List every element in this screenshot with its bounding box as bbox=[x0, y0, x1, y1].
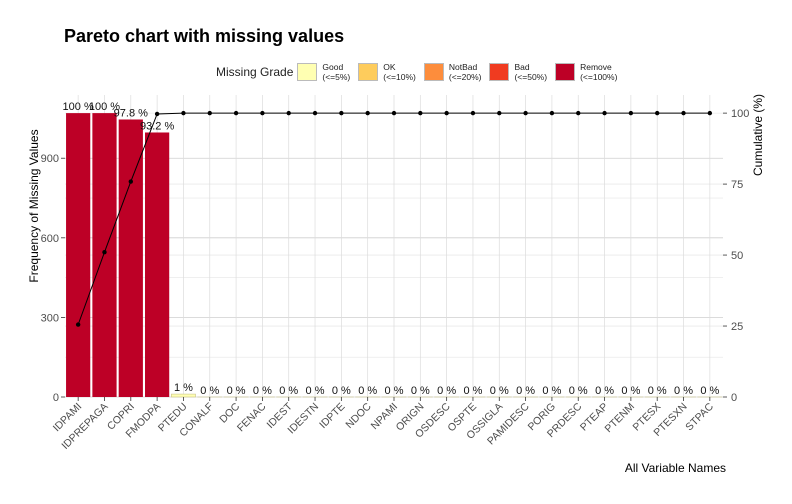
cumulative-point-ptedu bbox=[181, 110, 186, 116]
legend-swatch-notbad bbox=[423, 63, 444, 81]
legend-item-bad: Bad (<=50%) bbox=[489, 62, 547, 82]
legend-swatch-ok bbox=[358, 63, 379, 81]
x-tick-label-ptenm: PTENM bbox=[603, 401, 637, 435]
percent-label-ptenm: 0 % bbox=[621, 385, 640, 397]
percent-label-idpte: 0 % bbox=[332, 385, 351, 397]
cumulative-point-copri bbox=[128, 179, 133, 184]
legend-label-notbad: NotBad bbox=[448, 62, 478, 72]
cumulative-point-idprepaga bbox=[102, 250, 107, 255]
legend-label-bad: Bad bbox=[514, 62, 530, 72]
y-right-tick-label: 100 bbox=[731, 108, 749, 120]
y-tick-label: 600 bbox=[41, 233, 59, 245]
cumulative-point-osdesc bbox=[444, 110, 449, 116]
legend-item-ok: OK (<=10%) bbox=[358, 62, 416, 82]
percent-label-ptesxn: 0 % bbox=[674, 385, 693, 397]
y-right-tick-label: 50 bbox=[731, 250, 743, 262]
legend-swatch-bad bbox=[489, 63, 510, 81]
percent-label-pteap: 0 % bbox=[595, 385, 614, 397]
cumulative-point-doc bbox=[233, 110, 239, 116]
cumulative-point-pamidesc bbox=[523, 110, 528, 116]
percent-label-copri: 97.8 % bbox=[114, 107, 148, 119]
y-axis-title: Frequency of Missing Values bbox=[27, 129, 41, 282]
cumulative-point-ossigla bbox=[497, 110, 502, 116]
percent-label-ptesx: 0 % bbox=[648, 385, 667, 397]
percent-label-ndoc: 0 % bbox=[358, 385, 377, 397]
cumulative-point-fenac bbox=[260, 110, 265, 116]
bar-copri bbox=[118, 119, 143, 398]
x-tick-label-idpte: IDPTE bbox=[317, 401, 347, 431]
percent-label-idest: 0 % bbox=[279, 385, 298, 397]
bar-idprepaga bbox=[92, 113, 117, 398]
x-axis-title: All Variable Names bbox=[625, 461, 726, 475]
percent-label-idestn: 0 % bbox=[306, 385, 325, 397]
bar-ptedu bbox=[171, 393, 196, 398]
cumulative-point-ptenm bbox=[628, 110, 634, 116]
legend-label-remove: Remove bbox=[580, 62, 612, 72]
legend-label-ok: OK bbox=[383, 62, 396, 72]
x-tick-label-fenac: FENAC bbox=[235, 400, 269, 434]
cumulative-point-pteap bbox=[602, 110, 607, 116]
legend-range-ok: (<=10%) bbox=[383, 72, 416, 82]
percent-label-doc: 0 % bbox=[227, 385, 246, 397]
cumulative-point-ndoc bbox=[365, 110, 370, 116]
percent-label-idpami: 100 % bbox=[63, 101, 94, 113]
cumulative-point-conalf bbox=[207, 110, 212, 116]
percent-label-ptedu: 1 % bbox=[174, 382, 193, 394]
percent-label-pamidesc: 0 % bbox=[516, 385, 535, 397]
cumulative-point-prdesc bbox=[576, 110, 581, 116]
cumulative-point-ptesxn bbox=[681, 110, 686, 116]
legend-title: Missing Grade bbox=[216, 65, 294, 79]
cumulative-point-idestn bbox=[312, 110, 318, 116]
cumulative-point-npami bbox=[391, 110, 397, 116]
cumulative-point-idpte bbox=[339, 110, 344, 116]
percent-label-fenac: 0 % bbox=[253, 385, 272, 397]
cumulative-point-porig bbox=[549, 110, 555, 116]
percent-label-ossigla: 0 % bbox=[490, 385, 509, 397]
legend-range-bad: (<=50%) bbox=[514, 72, 548, 82]
x-tick-label-ndoc: NDOC bbox=[343, 400, 374, 431]
percent-label-conalf: 0 % bbox=[200, 385, 219, 397]
cumulative-point-orign bbox=[418, 110, 423, 116]
legend-item-remove: Remove (<=100%) bbox=[555, 62, 617, 82]
bar-fmodpa bbox=[145, 132, 170, 397]
y-tick-label: 900 bbox=[41, 153, 59, 165]
legend-label-good: Good bbox=[322, 62, 344, 72]
percent-label-prdesc: 0 % bbox=[569, 385, 588, 397]
bar-idpami bbox=[66, 113, 91, 398]
legend-range-good: (<=5%) bbox=[322, 72, 351, 82]
cumulative-point-stpac bbox=[707, 110, 713, 116]
cumulative-point-idpami bbox=[75, 322, 81, 327]
cumulative-point-ospte bbox=[470, 110, 476, 116]
cumulative-point-ptesx bbox=[655, 110, 660, 116]
percent-label-ospte: 0 % bbox=[463, 385, 482, 397]
x-tick-label-stpac: STPAC bbox=[683, 400, 716, 433]
legend-swatch-remove bbox=[555, 63, 576, 81]
legend: Missing Grade Good (<=5%) OK (<=10%) Not… bbox=[216, 60, 625, 84]
y-right-tick-label: 75 bbox=[731, 179, 743, 191]
legend-range-remove: (<=100%) bbox=[580, 72, 618, 82]
legend-item-good: Good (<=5%) bbox=[297, 62, 350, 82]
y-right-axis-title: Cumulative (%) bbox=[751, 94, 765, 176]
legend-item-notbad: NotBad (<=20%) bbox=[423, 62, 482, 82]
cumulative-point-fmodpa bbox=[154, 111, 160, 117]
y-tick-label: 0 bbox=[53, 392, 59, 404]
y-tick-label: 300 bbox=[41, 312, 59, 324]
y-right-tick-label: 25 bbox=[731, 321, 743, 333]
chart-title: Pareto chart with missing values bbox=[64, 26, 345, 46]
percent-label-osdesc: 0 % bbox=[437, 385, 456, 397]
cumulative-point-idest bbox=[286, 110, 291, 116]
y-right-tick-label: 0 bbox=[731, 392, 737, 404]
percent-label-idprepaga: 100 % bbox=[89, 101, 120, 113]
percent-label-stpac: 0 % bbox=[700, 385, 719, 397]
legend-range-notbad: (<=20%) bbox=[448, 72, 482, 82]
percent-label-porig: 0 % bbox=[542, 385, 561, 397]
legend-swatch-good bbox=[297, 63, 318, 81]
percent-label-fmodpa: 93.2 % bbox=[140, 120, 174, 132]
percent-label-npami: 0 % bbox=[385, 385, 404, 397]
percent-label-orign: 0 % bbox=[411, 385, 430, 397]
